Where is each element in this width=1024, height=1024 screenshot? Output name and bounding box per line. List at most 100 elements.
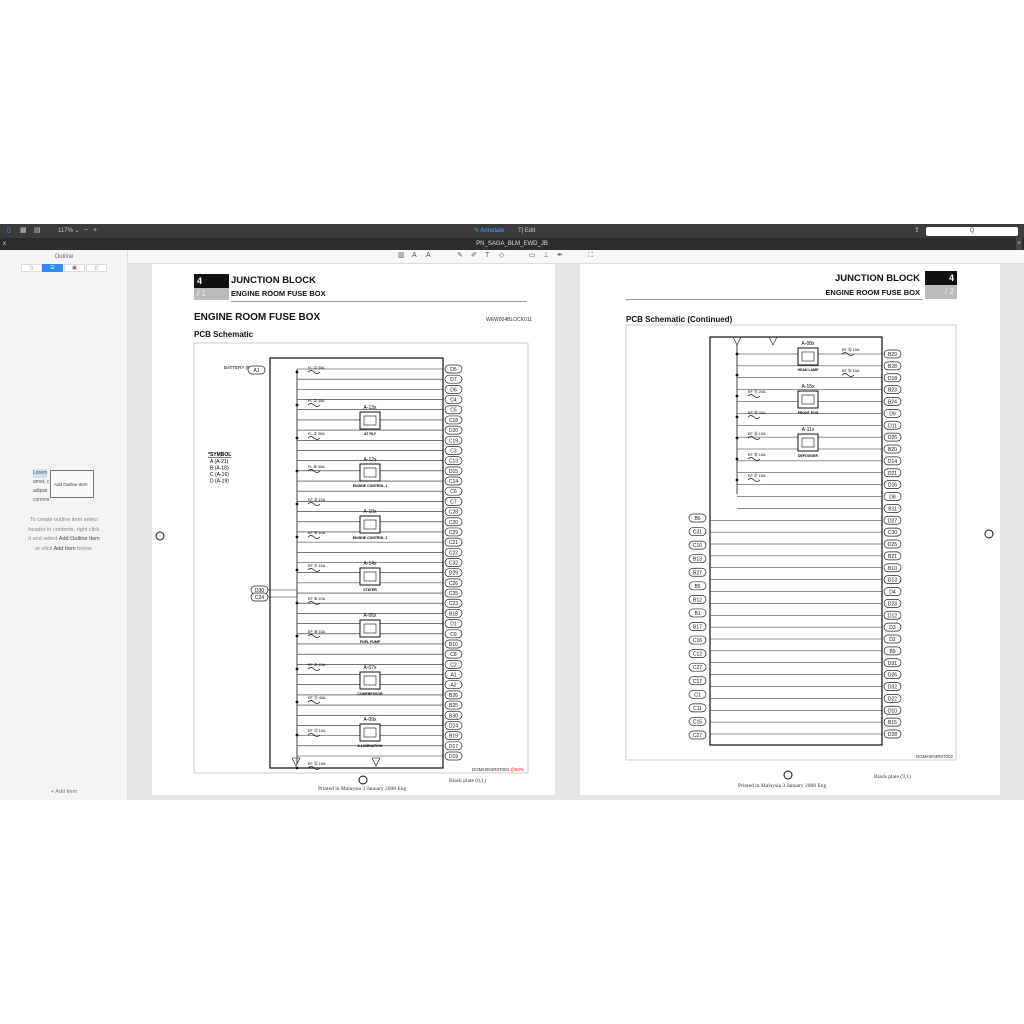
connector-label: D28	[888, 732, 897, 738]
connector-label: A1	[253, 368, 259, 374]
section-title: JUNCTION BLOCK	[231, 275, 316, 286]
edit-button[interactable]: T| Edit	[518, 228, 536, 234]
section-title: JUNCTION BLOCK	[835, 273, 920, 284]
fuse-label: EF ⑤ 15A	[308, 498, 326, 502]
crop-icon[interactable]: ⛶	[588, 252, 593, 259]
connector-label: C7	[450, 499, 457, 505]
relay-name: FRONT FOG	[798, 411, 819, 415]
connector-label: D12	[888, 613, 897, 619]
connector-pill	[883, 515, 902, 525]
tab-title[interactable]: PN_SAGA_BLM_EWD_JB	[476, 241, 548, 247]
fuse-symbol	[307, 568, 321, 572]
connector-label: C6	[450, 489, 457, 495]
search-input[interactable]: Q	[926, 227, 1018, 236]
connector-label: B6	[694, 516, 700, 522]
relay-id: A-08x	[801, 341, 815, 347]
tab-thumbnails[interactable]: ▣	[64, 264, 85, 272]
symbol-title: *SYMBOL	[208, 452, 231, 458]
tab-bookmarks[interactable]: ▯	[21, 264, 42, 272]
connector-pill	[883, 480, 902, 489]
page-view-icon[interactable]: ▤	[34, 227, 41, 234]
illustration-line: amet, c	[33, 479, 50, 485]
zoom-level: 117%	[58, 228, 73, 234]
tab-outline[interactable]: ☰	[42, 264, 63, 272]
relay-coil	[363, 467, 377, 478]
illustration-line: Lorem	[33, 469, 48, 478]
fuse-label: EF ⑬ 10A	[308, 761, 326, 766]
connector-pill	[883, 468, 902, 478]
zoom-in-button[interactable]: +	[93, 227, 98, 234]
text-icon[interactable]: T	[485, 252, 490, 259]
connector-pill	[883, 610, 902, 620]
figure-code: DOMH004R07002	[916, 754, 954, 759]
connector-pill	[883, 397, 902, 406]
connector-pill	[883, 658, 902, 668]
pcb-schematic: D5 D7 D6 C4 C5 C18 D20 C19 C3 C13 D15 C14 C6 C7 C28 C20…	[155, 342, 529, 785]
connector-label: D5	[450, 367, 457, 373]
junction-dot	[295, 667, 299, 671]
chapter-page: / 1	[194, 288, 229, 300]
relay-id: A-10x	[363, 509, 377, 515]
illustration-context-menu: Add Outline Item	[50, 470, 94, 498]
junction-dot	[295, 469, 299, 473]
relay-box	[359, 567, 381, 586]
add-tab-button[interactable]: +	[1016, 238, 1022, 250]
figure-code-text: DOMH004R07004	[472, 767, 510, 772]
note-icon[interactable]: ▭	[529, 252, 536, 259]
connector-pill	[883, 717, 902, 727]
zoom-out-button[interactable]: −	[84, 227, 89, 234]
connector-pill	[883, 409, 902, 418]
strikethrough-icon[interactable]: A	[426, 252, 431, 259]
relay-box	[359, 515, 381, 534]
connector-pill	[444, 700, 463, 710]
figure-frame	[193, 342, 529, 774]
connector-label: D7	[450, 377, 457, 383]
text-box-icon[interactable]: ▥	[398, 252, 405, 259]
connector-label: A2	[450, 683, 456, 689]
connector-pill	[883, 373, 902, 383]
connector-label: C24	[255, 595, 264, 601]
shape-icon[interactable]: ◇	[499, 252, 505, 259]
connector-label: C12	[693, 652, 702, 658]
pencil-icon[interactable]: ✎	[457, 252, 463, 259]
connector-pill	[444, 710, 463, 720]
symbol-entry: B (A-18)	[210, 466, 229, 472]
fuse-label: EF ⑫ 10A	[308, 728, 326, 733]
stamp-icon[interactable]: ⊥	[543, 252, 550, 259]
connector-pill	[444, 364, 463, 374]
connector-label: D21	[888, 471, 897, 477]
marker-icon[interactable]: ✐	[471, 252, 477, 259]
connector-pill	[883, 599, 902, 608]
zoom-select[interactable]: 117% ⌄	[58, 228, 80, 234]
fuse-box-outline	[709, 336, 883, 746]
connector-label: D27	[888, 518, 897, 524]
connector-pill	[883, 504, 902, 513]
illustration-menu-item: Add Outline Item	[54, 482, 88, 487]
ground-symbol	[768, 336, 778, 346]
grid-view-icon[interactable]: ▦	[20, 227, 27, 234]
relay-coil	[363, 415, 377, 426]
connector-pill	[444, 609, 463, 618]
fuse-symbol	[841, 373, 855, 377]
add-item-button[interactable]: + Add Item	[50, 789, 78, 795]
annotate-button[interactable]: ✎ Annotate	[474, 228, 505, 234]
connector-pill	[444, 446, 463, 455]
highlight-text-icon[interactable]: A	[412, 252, 417, 259]
registration-mark	[155, 531, 165, 541]
sidebar-title: Outline	[54, 254, 74, 260]
connector-label: C29	[449, 530, 458, 536]
tab-pages[interactable]: ▯	[86, 264, 107, 272]
signature-icon[interactable]: ✒	[557, 252, 563, 259]
connector-label: D6	[450, 387, 457, 393]
share-icon[interactable]: ⇪	[914, 227, 920, 234]
connector-label: D29	[449, 571, 458, 577]
connector-pill	[883, 385, 902, 394]
sidebar-toggle-icon[interactable]: ▯	[7, 227, 11, 234]
close-tab-icon[interactable]: x	[3, 241, 6, 247]
ground-symbol	[291, 757, 301, 767]
plate-text: Black plate (9,1)	[874, 774, 911, 780]
connector-pill	[444, 507, 463, 516]
relay-box	[359, 671, 381, 690]
junction-dot	[735, 415, 739, 419]
relay-box	[797, 347, 819, 366]
